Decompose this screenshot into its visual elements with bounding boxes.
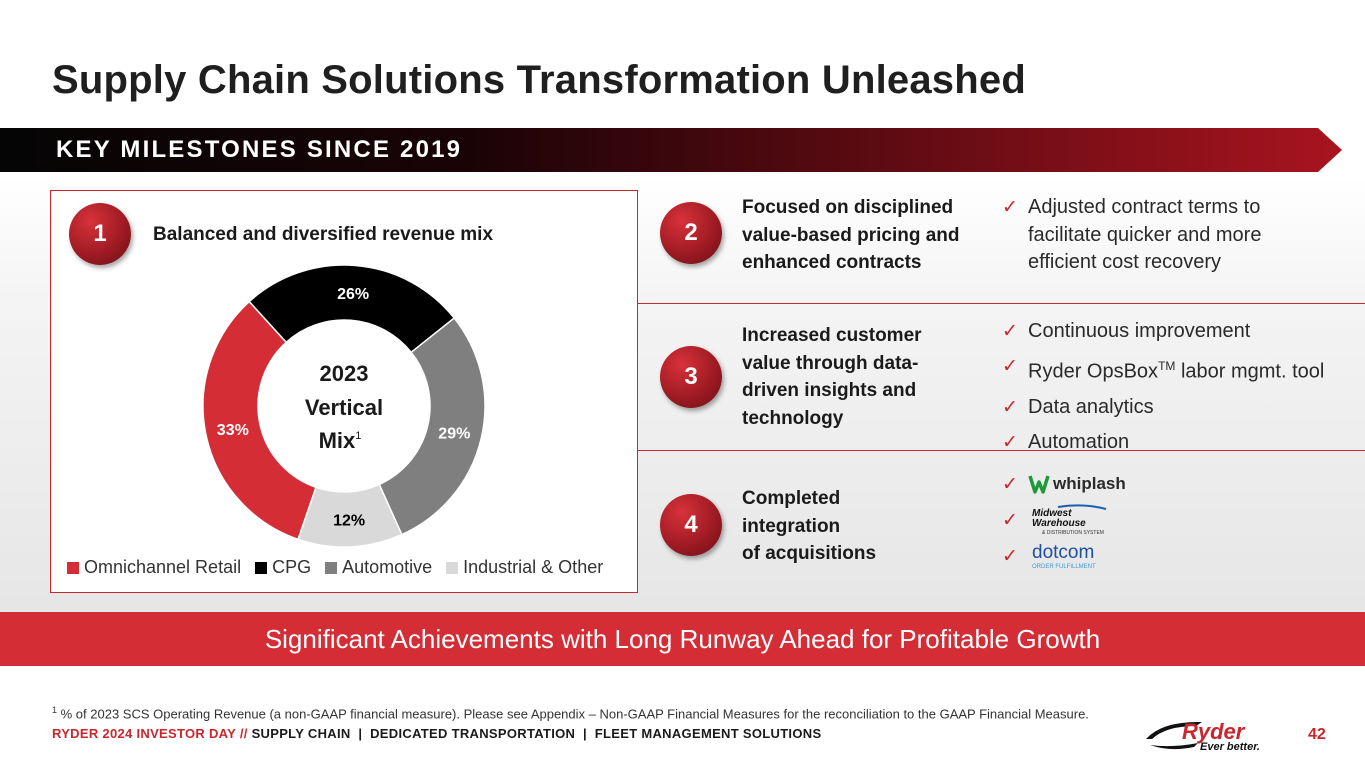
svg-text:ORDER FULFILLMENT: ORDER FULFILLMENT [1032, 564, 1096, 570]
check-icon: ✓ [1002, 321, 1018, 342]
checklist-item: ✓ Automation [1002, 425, 1324, 460]
acquisition-item: ✓ dotcom ORDER FULFILLMENT [1002, 538, 1138, 574]
checklist-item: ✓ Continuous improvement [1002, 314, 1324, 349]
donut-data-label: 29% [438, 426, 470, 443]
checklist-text: Ryder OpsBoxTM labor mgmt. tool [1028, 359, 1325, 383]
donut-slice-cpg [248, 264, 456, 354]
vertical-mix-donut-chart: 33% 26% 29% 12% 2023 Vertical Mix1 [202, 264, 486, 548]
midwest-warehouse-logo: Midwest Warehouse & DISTRIBUTION SYSTEM [1032, 504, 1107, 536]
milestone-2-title: Focused on disciplined value-based prici… [742, 194, 960, 277]
summary-band [0, 612, 1365, 666]
revenue-mix-panel: 1 Balanced and diversified revenue mix 3… [50, 190, 638, 593]
svg-text:Ryder: Ryder [1182, 719, 1246, 744]
svg-text:Ever better.: Ever better. [1200, 741, 1260, 753]
summary-band-text: Significant Achievements with Long Runwa… [264, 624, 1101, 654]
milestone-number-4: 4 [660, 494, 722, 556]
donut-center-vertical: Vertical [305, 395, 383, 420]
checklist-text: Adjusted contract terms to [1028, 196, 1261, 218]
legend-label: Automotive [342, 557, 433, 577]
checklist-text: facilitate quicker and more [1028, 223, 1262, 246]
legend-swatch [325, 561, 338, 574]
page-number: 42 [1308, 726, 1326, 743]
milestone-number-2: 2 [660, 202, 722, 264]
milestone-2-line: Focused on disciplined [742, 197, 954, 218]
row-divider [638, 303, 1365, 304]
checklist-item: ✓ Ryder OpsBoxTM labor mgmt. tool [1002, 349, 1324, 390]
donut-center-year: 2023 [320, 361, 369, 386]
milestone-3-checklist: ✓ Continuous improvement ✓ Ryder OpsBoxT… [1002, 314, 1324, 460]
acquisition-item: ✓ whiplash [1002, 466, 1138, 502]
revenue-mix-heading: Balanced and diversified revenue mix [153, 224, 494, 245]
dotcom-logo: dotcom ORDER FULFILLMENT [1032, 542, 1096, 570]
legend-item: Omnichannel Retail [67, 557, 241, 578]
donut-slice-omnichannel-retail [202, 300, 317, 541]
chart-legend: Omnichannel Retail CPG Automotive Industria… [67, 557, 603, 578]
section-banner-label: KEY MILESTONES SINCE 2019 [56, 136, 463, 163]
milestone-2-line: value-based pricing and [742, 224, 960, 246]
donut-slice-automotive [378, 316, 486, 536]
check-icon: ✓ [1002, 396, 1018, 418]
check-icon: ✓ [1002, 545, 1018, 567]
page-title: Supply Chain Solutions Transformation Un… [52, 58, 1026, 102]
milestone-2-checklist: ✓ Adjusted contract terms to facilitate … [1002, 194, 1261, 277]
legend-item: Industrial & Other [446, 557, 603, 578]
donut-data-label: 33% [217, 422, 249, 439]
legend-item: Automotive [325, 557, 432, 578]
donut-data-label: 26% [337, 286, 369, 303]
milestone-4-line: of acquisitions [742, 543, 877, 564]
check-icon: ✓ [1002, 431, 1018, 453]
donut-slice-industrial-other [297, 483, 403, 548]
checklist-item: ✓ Data analytics [1002, 390, 1324, 425]
footer-separator: // [235, 726, 252, 741]
legend-item: CPG [255, 557, 311, 578]
milestone-4-line: Completed [742, 488, 841, 509]
milestone-3-line: technology [742, 407, 844, 429]
milestone-number-1: 1 [69, 203, 131, 265]
footnote: 1 % of 2023 SCS Operating Revenue (a non… [52, 705, 1089, 722]
check-icon: ✓ [1002, 473, 1018, 495]
checklist-text: Continuous improvement [1028, 320, 1251, 342]
milestone-4-line: integration [742, 515, 841, 537]
donut-center-mix: Mix1 [319, 428, 362, 453]
milestone-2-line: enhanced contracts [742, 252, 922, 273]
checklist-text: Automation [1028, 430, 1130, 453]
checklist-item: ✓ Adjusted contract terms to facilitate … [1002, 194, 1261, 277]
milestone-3-title: Increased customer value through data- d… [742, 322, 922, 432]
section-banner [0, 128, 1342, 172]
footer-event: RYDER 2024 INVESTOR DAY [52, 726, 236, 741]
milestone-3-line: Increased customer [742, 325, 922, 346]
footer-nav: RYDER 2024 INVESTOR DAY // SUPPLY CHAIN … [52, 726, 821, 741]
milestone-3-line: driven insights and [742, 380, 917, 401]
milestone-3-line: value through data- [742, 352, 919, 374]
legend-swatch [446, 561, 459, 574]
legend-swatch [255, 561, 268, 574]
acquisitions-checklist: ✓ whiplash ✓ Midwest Warehouse & DISTRIB… [1002, 466, 1138, 574]
ryder-logo: Ryder Ever better. [1146, 719, 1260, 753]
row-divider [638, 450, 1365, 451]
check-icon: ✓ [1002, 356, 1018, 377]
check-icon: ✓ [1002, 509, 1018, 531]
check-icon: ✓ [1002, 197, 1018, 218]
milestone-4-title: Completed integration of acquisitions [742, 485, 876, 568]
svg-text:dotcom: dotcom [1032, 542, 1094, 563]
legend-label: CPG [272, 557, 312, 577]
legend-label: Omnichannel Retail [84, 557, 242, 577]
checklist-text: Data analytics [1028, 395, 1154, 418]
checklist-text: efficient cost recovery [1028, 251, 1222, 273]
donut-data-label: 12% [333, 512, 365, 529]
legend-swatch [67, 561, 79, 574]
svg-text:Warehouse: Warehouse [1032, 518, 1086, 529]
acquisition-item: ✓ Midwest Warehouse & DISTRIBUTION SYSTE… [1002, 502, 1138, 538]
milestone-number-3: 3 [660, 346, 722, 408]
svg-text:Midwest: Midwest [1032, 508, 1072, 519]
footer-sections: SUPPLY CHAIN | DEDICATED TRANSPORTATION … [251, 726, 822, 741]
svg-text:& DISTRIBUTION SYSTEM: & DISTRIBUTION SYSTEM [1042, 530, 1104, 536]
svg-text:whiplash: whiplash [1052, 474, 1126, 493]
whiplash-logo: whiplash [1028, 474, 1126, 494]
legend-label: Industrial & Other [463, 557, 604, 577]
